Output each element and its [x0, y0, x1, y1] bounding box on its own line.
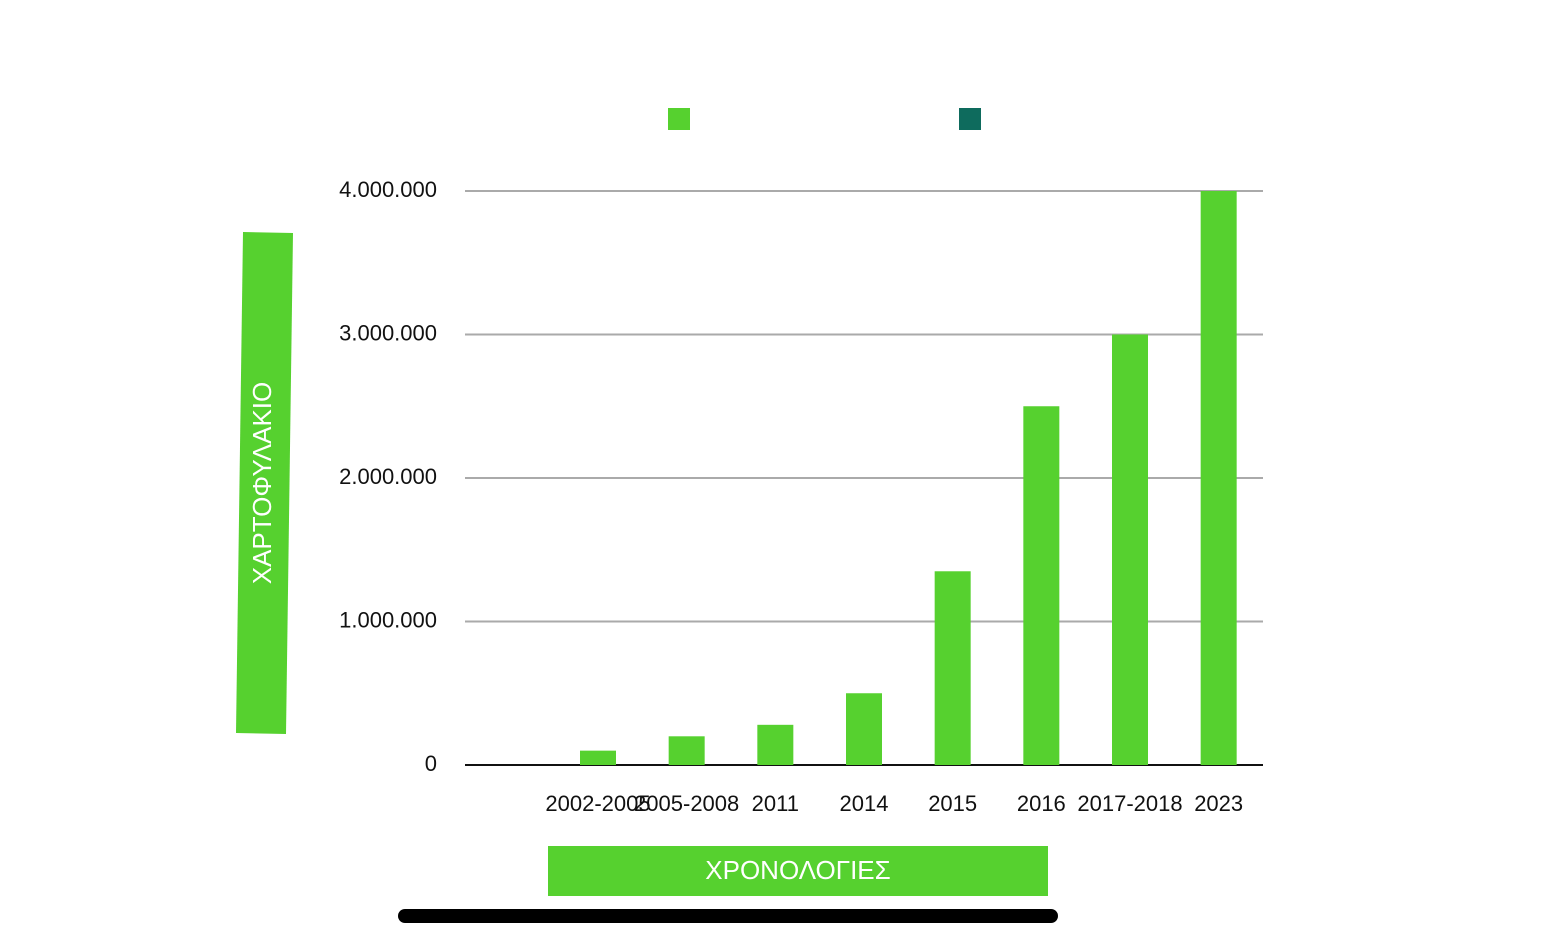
x-tick-label: 2011 — [752, 791, 799, 816]
x-tick-label: 2005-2008 — [634, 791, 739, 816]
y-tick-label: 4.000.000 — [339, 177, 437, 202]
x-tick-label: 2002-2005 — [545, 791, 650, 816]
bar — [668, 736, 705, 765]
bar — [846, 693, 882, 765]
x-axis-title: ΧΡΟΝΟΛΟΓΙΕΣ — [705, 855, 890, 885]
bar — [1112, 334, 1148, 765]
bar — [934, 571, 971, 765]
y-tick-label: 2.000.000 — [339, 464, 437, 489]
y-axis-title: ΧΑΡΤΟΦΥΛΑΚΙΟ — [247, 382, 277, 584]
x-title-box — [548, 846, 1048, 896]
bar — [1023, 406, 1060, 765]
bar — [1200, 191, 1237, 765]
x-tick-label: 2016 — [1017, 791, 1066, 816]
y-title-box — [236, 232, 293, 734]
home-indicator — [398, 909, 1058, 923]
legend-swatch — [668, 108, 690, 130]
legend-swatch — [959, 108, 981, 130]
bar — [580, 750, 616, 765]
y-tick-label: 3.000.000 — [339, 320, 437, 345]
bar — [757, 724, 794, 765]
y-tick-label: 0 — [425, 751, 437, 776]
y-tick-label: 1.000.000 — [339, 607, 437, 632]
x-tick-label: 2015 — [928, 791, 977, 816]
x-tick-label: 2017-2018 — [1077, 791, 1182, 816]
x-tick-label: 2023 — [1194, 791, 1243, 816]
x-tick-label: 2014 — [840, 791, 889, 816]
